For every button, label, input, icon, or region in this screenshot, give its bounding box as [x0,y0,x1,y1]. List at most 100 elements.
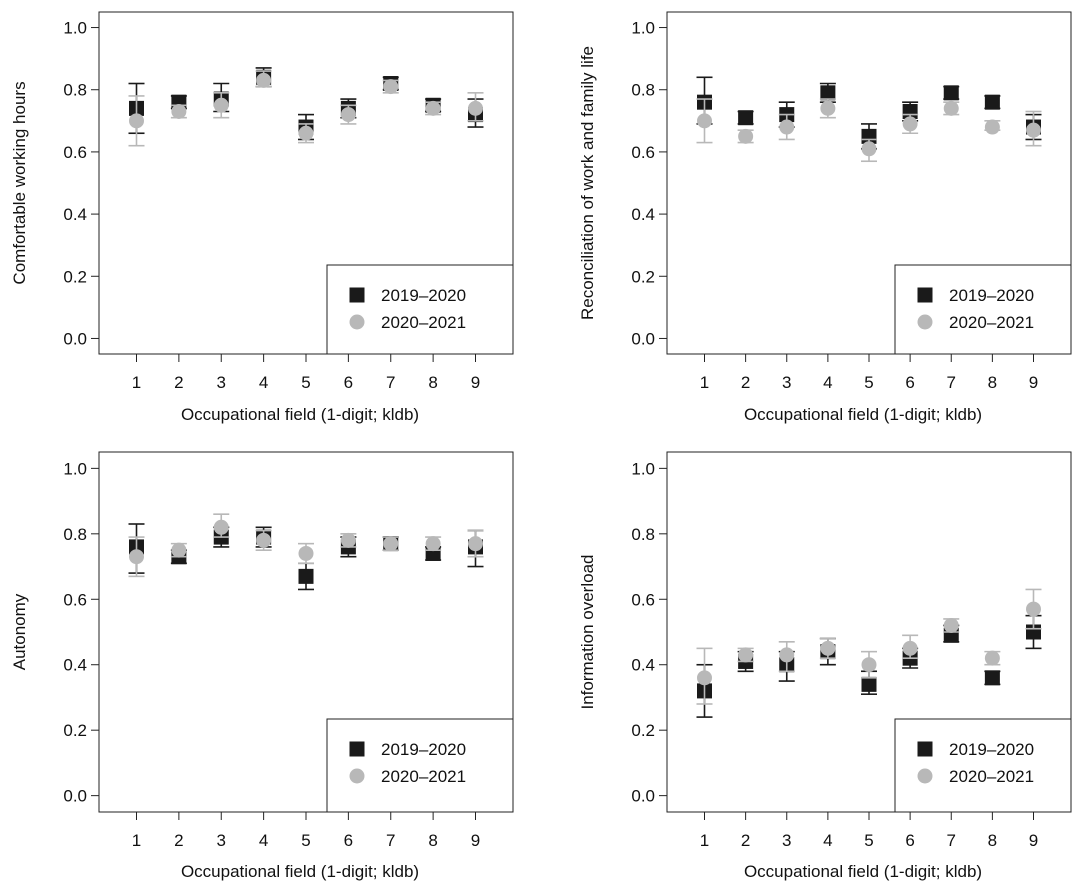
data-point-circle [738,647,754,663]
legend-label: 2019–2020 [949,286,1034,305]
y-tick-label: 0.0 [631,329,655,348]
x-tick-label: 4 [823,831,832,850]
x-tick-label: 9 [1029,373,1038,392]
y-tick-label: 0.2 [631,267,655,286]
x-tick-label: 4 [259,831,268,850]
legend-marker-square [349,287,365,303]
data-point-circle [779,647,795,663]
data-point-circle [468,100,483,116]
y-axis-title: Comfortable working hours [10,81,29,284]
legend-marker-square [917,741,933,757]
data-point-circle [943,617,959,633]
x-tick-label: 8 [988,373,997,392]
data-point-circle [861,657,877,673]
data-point-circle [213,519,229,535]
data-point-circle [298,125,314,141]
y-tick-label: 0.8 [631,81,655,100]
series-2 [128,70,484,147]
data-point-circle [779,119,795,135]
legend-marker-circle [349,314,365,330]
x-axis-title: Occupational field (1-digit; kldb) [744,862,982,881]
data-point-circle [1026,122,1041,138]
legend-box [326,264,514,355]
y-tick-label: 0.6 [631,143,655,162]
data-point-circle [943,100,959,116]
legend: 2019–2020 2020–2021 [326,718,514,813]
x-tick-label: 5 [864,373,873,392]
x-tick-label: 1 [132,831,141,850]
x-tick-label: 6 [905,373,914,392]
series-2 [128,513,484,578]
x-tick-label: 6 [344,373,353,392]
data-point-square [738,110,754,126]
legend-label: 2020–2021 [381,767,466,786]
x-tick-label: 9 [471,373,480,392]
x-tick-label: 5 [301,373,310,392]
data-point-circle [298,545,314,561]
y-tick-label: 1.0 [63,459,87,478]
data-point-circle [984,119,1000,135]
x-tick-label: 6 [905,831,914,850]
data-point-square [984,94,1000,110]
data-point-circle [697,113,712,129]
legend-label: 2019–2020 [381,740,466,759]
x-tick-label: 2 [174,831,183,850]
y-tick-label: 0.4 [63,205,87,224]
chart-panel-1: 0.0 0.2 0.4 0.6 0.8 1.0 1 2 3 4 5 6 7 8 9 Occupational … [10,11,514,424]
y-tick-label: 0.2 [631,721,655,740]
legend-label: 2020–2021 [381,313,466,332]
y-tick-label: 0.4 [631,205,655,224]
data-point-circle [129,549,144,565]
legend: 2019–2020 2020–2021 [894,264,1072,355]
chart-panel-2: 0.0 0.2 0.4 0.6 0.8 1.0 1 2 3 4 5 6 7 8 9 Occupational … [578,11,1072,424]
x-tick-label: 3 [782,373,791,392]
x-tick-label: 1 [700,831,709,850]
legend-marker-circle [917,768,933,784]
y-axis-title: Reconciliation of work and family life [578,46,597,320]
x-tick-label: 5 [864,831,873,850]
x-tick-label: 5 [301,831,310,850]
legend-box [894,718,1072,813]
y-tick-label: 0.2 [63,721,87,740]
data-point-circle [340,532,356,548]
y-tick-label: 0.4 [63,656,87,675]
data-point-square [820,85,836,101]
y-tick-label: 0.0 [63,787,87,806]
y-tick-label: 0.6 [63,590,87,609]
x-tick-label: 4 [259,373,268,392]
y-tick-label: 1.0 [631,19,655,38]
y-tick-label: 1.0 [63,19,87,38]
y-tick-label: 0.8 [63,525,87,544]
x-tick-label: 8 [988,831,997,850]
data-point-circle [1026,601,1041,617]
y-tick-label: 0.4 [631,656,655,675]
legend-label: 2019–2020 [949,740,1034,759]
data-point-square [984,670,1000,686]
x-tick-label: 7 [947,373,956,392]
x-tick-label: 8 [428,373,437,392]
data-point-circle [697,670,712,686]
data-point-circle [984,650,1000,666]
data-point-circle [425,100,441,116]
x-tick-label: 7 [386,373,395,392]
x-tick-label: 1 [132,373,141,392]
data-point-circle [256,532,272,548]
series-2 [696,588,1042,705]
x-tick-label: 1 [700,373,709,392]
x-axis-title: Occupational field (1-digit; kldb) [181,862,419,881]
data-point-circle [820,640,836,656]
y-tick-label: 0.6 [631,590,655,609]
x-tick-label: 9 [1029,831,1038,850]
legend-box [326,718,514,813]
legend-marker-circle [917,314,933,330]
x-tick-label: 8 [428,831,437,850]
data-point-square [943,85,959,101]
data-point-circle [171,103,187,119]
legend-label: 2020–2021 [949,313,1034,332]
y-tick-label: 1.0 [631,459,655,478]
data-point-circle [861,141,877,157]
data-point-circle [256,72,272,88]
chart-panel-4: 0.0 0.2 0.4 0.6 0.8 1.0 1 2 3 4 5 6 7 8 9 Occupational … [578,451,1072,881]
x-tick-label: 7 [947,831,956,850]
